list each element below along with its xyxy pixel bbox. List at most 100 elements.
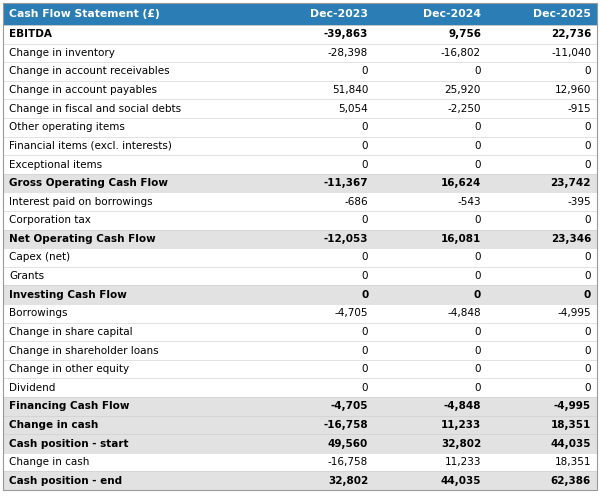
Bar xyxy=(3,62,262,81)
Bar xyxy=(262,416,374,434)
Bar xyxy=(262,211,374,230)
Bar xyxy=(3,453,262,471)
Text: Change in account payables: Change in account payables xyxy=(9,85,157,95)
Text: Investing Cash Flow: Investing Cash Flow xyxy=(9,290,127,300)
Bar xyxy=(262,230,374,248)
Text: 23,346: 23,346 xyxy=(551,234,591,244)
Text: 0: 0 xyxy=(584,216,591,226)
Text: Change in account receivables: Change in account receivables xyxy=(9,66,170,76)
Bar xyxy=(3,286,262,304)
Text: 0: 0 xyxy=(584,141,591,151)
Bar xyxy=(262,155,374,174)
Text: Change in other equity: Change in other equity xyxy=(9,364,129,374)
Bar xyxy=(374,100,487,118)
Bar xyxy=(374,136,487,155)
Text: -12,053: -12,053 xyxy=(324,234,368,244)
Bar xyxy=(374,25,487,44)
Bar xyxy=(262,434,374,453)
Text: 0: 0 xyxy=(474,290,481,300)
Bar xyxy=(374,434,487,453)
Text: -11,040: -11,040 xyxy=(551,48,591,58)
Bar xyxy=(374,397,487,415)
Bar xyxy=(3,100,262,118)
Text: Exceptional items: Exceptional items xyxy=(9,160,102,170)
Text: 0: 0 xyxy=(475,141,481,151)
Bar xyxy=(487,267,597,285)
Bar xyxy=(487,304,597,322)
Bar xyxy=(487,118,597,137)
Text: 0: 0 xyxy=(475,382,481,392)
Text: EBITDA: EBITDA xyxy=(9,30,52,40)
Bar xyxy=(262,25,374,44)
Text: Net Operating Cash Flow: Net Operating Cash Flow xyxy=(9,234,156,244)
Bar xyxy=(374,304,487,322)
Text: 51,840: 51,840 xyxy=(332,85,368,95)
Text: Capex (net): Capex (net) xyxy=(9,252,70,262)
Text: 0: 0 xyxy=(584,346,591,356)
Text: -16,802: -16,802 xyxy=(441,48,481,58)
Text: 0: 0 xyxy=(584,66,591,76)
Bar xyxy=(374,118,487,137)
Bar xyxy=(3,136,262,155)
Bar xyxy=(374,453,487,471)
Text: 16,624: 16,624 xyxy=(441,178,481,188)
Text: 0: 0 xyxy=(362,66,368,76)
Text: 44,035: 44,035 xyxy=(551,438,591,448)
Bar xyxy=(487,397,597,415)
Bar xyxy=(487,62,597,81)
Text: 11,233: 11,233 xyxy=(441,420,481,430)
Text: -915: -915 xyxy=(568,104,591,114)
Bar xyxy=(3,472,262,490)
Bar xyxy=(262,360,374,378)
Bar xyxy=(487,100,597,118)
Text: Corporation tax: Corporation tax xyxy=(9,216,91,226)
Text: 32,802: 32,802 xyxy=(441,438,481,448)
Text: Change in fiscal and social debts: Change in fiscal and social debts xyxy=(9,104,181,114)
Text: -543: -543 xyxy=(457,196,481,206)
Bar xyxy=(374,211,487,230)
Bar xyxy=(3,416,262,434)
Bar xyxy=(3,267,262,285)
Bar xyxy=(3,341,262,360)
Bar xyxy=(262,286,374,304)
Bar xyxy=(3,230,262,248)
Text: 0: 0 xyxy=(475,346,481,356)
Text: Cash position - start: Cash position - start xyxy=(9,438,128,448)
Bar xyxy=(374,360,487,378)
Bar xyxy=(3,81,262,100)
Bar xyxy=(3,44,262,62)
Bar xyxy=(487,25,597,44)
Bar xyxy=(3,25,262,44)
Bar xyxy=(3,434,262,453)
Text: Financing Cash Flow: Financing Cash Flow xyxy=(9,402,130,411)
Bar xyxy=(374,416,487,434)
Bar xyxy=(487,3,597,25)
Text: Financial items (excl. interests): Financial items (excl. interests) xyxy=(9,141,172,151)
Text: -39,863: -39,863 xyxy=(324,30,368,40)
Bar xyxy=(374,341,487,360)
Bar xyxy=(374,62,487,81)
Bar xyxy=(3,192,262,211)
Bar xyxy=(487,378,597,397)
Bar xyxy=(487,230,597,248)
Bar xyxy=(3,155,262,174)
Text: -4,848: -4,848 xyxy=(448,308,481,318)
Text: -11,367: -11,367 xyxy=(323,178,368,188)
Bar xyxy=(487,472,597,490)
Text: 0: 0 xyxy=(362,327,368,337)
Text: 0: 0 xyxy=(475,216,481,226)
Text: 25,920: 25,920 xyxy=(445,85,481,95)
Text: 0: 0 xyxy=(475,66,481,76)
Bar xyxy=(262,192,374,211)
Bar xyxy=(3,304,262,322)
Text: 22,736: 22,736 xyxy=(551,30,591,40)
Text: 5,054: 5,054 xyxy=(338,104,368,114)
Text: 0: 0 xyxy=(475,364,481,374)
Text: 0: 0 xyxy=(362,346,368,356)
Bar xyxy=(374,81,487,100)
Text: 0: 0 xyxy=(584,327,591,337)
Bar xyxy=(374,378,487,397)
Text: 0: 0 xyxy=(584,160,591,170)
Text: 18,351: 18,351 xyxy=(554,457,591,467)
Bar xyxy=(262,378,374,397)
